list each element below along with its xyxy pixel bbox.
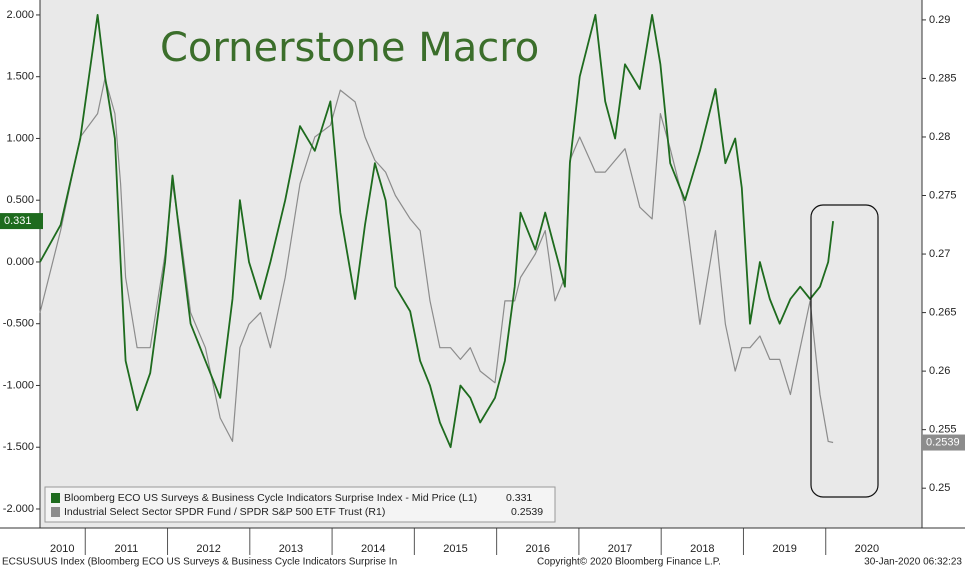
y2-tick-label: 0.27: [929, 248, 950, 260]
series-line: [39, 14, 834, 449]
last-value-label: 0.331: [4, 215, 32, 227]
legend-label: Bloomberg ECO US Surveys & Business Cycl…: [64, 492, 477, 504]
last-value-tag: [0, 213, 43, 230]
y2-tick-label: 0.275: [929, 189, 957, 201]
footer-left: ECSUSUUS Index (Bloomberg ECO US Surveys…: [2, 557, 397, 568]
x-tick-label: 2016: [526, 543, 550, 555]
x-tick-label: 2010: [50, 543, 74, 555]
y-tick-label: -2.000: [3, 503, 34, 515]
y-tick-label: 0.500: [6, 194, 34, 206]
annotation-box: [810, 204, 879, 498]
y-tick-label: -1.500: [3, 441, 34, 453]
x-tick-label: 2014: [361, 543, 385, 555]
y-tick-label: 1.000: [6, 132, 34, 144]
x-tick-label: 2015: [443, 543, 467, 555]
y2-tick-label: 0.25: [929, 482, 950, 494]
last-value-tag: [922, 434, 965, 451]
x-tick-label: 2011: [115, 543, 139, 555]
plot-area: [40, 0, 922, 528]
y-tick-label: 0.000: [6, 256, 34, 268]
y2-tick-label: 0.29: [929, 14, 950, 26]
y-tick-label: 2.000: [6, 9, 34, 21]
y2-tick-label: 0.255: [929, 424, 957, 436]
x-tick-label: 2020: [855, 543, 879, 555]
legend-swatch: [51, 507, 60, 517]
x-tick-label: 2012: [196, 543, 220, 555]
y-tick-label: 1.500: [6, 71, 34, 83]
y-tick-label: -0.500: [3, 318, 34, 330]
y2-tick-label: 0.265: [929, 306, 957, 318]
legend-box: [44, 486, 556, 523]
x-tick-label: 2018: [690, 543, 714, 555]
legend-swatch: [51, 493, 60, 503]
legend-value: 0.2539: [511, 506, 543, 518]
y2-tick-label: 0.28: [929, 131, 950, 143]
x-tick-label: 2013: [279, 543, 303, 555]
x-tick-label: 2019: [772, 543, 796, 555]
legend-value: 0.331: [506, 492, 532, 504]
footer-center: Copyright© 2020 Bloomberg Finance L.P.: [537, 557, 721, 568]
footer-right: 30-Jan-2020 06:32:23: [864, 557, 962, 568]
y-tick-label: -1.000: [3, 379, 34, 391]
chart-title: Cornerstone Macro: [160, 25, 539, 71]
last-value-label: 0.2539: [926, 436, 960, 448]
y2-tick-label: 0.285: [929, 72, 957, 84]
x-tick-label: 2017: [608, 543, 632, 555]
y2-tick-label: 0.26: [929, 365, 950, 377]
legend-label: Industrial Select Sector SPDR Fund / SPD…: [64, 506, 385, 518]
